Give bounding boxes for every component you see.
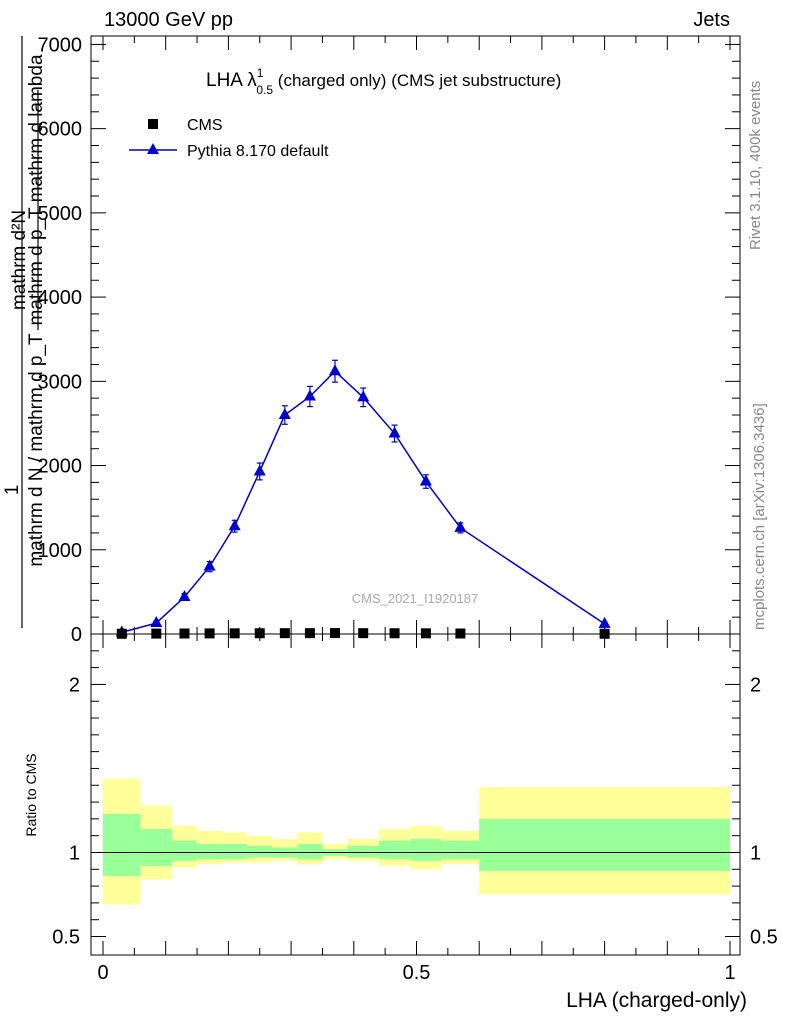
xtick-label: 0 [97,962,108,984]
ylabel-den-main: mathrm d N / mathrm d p_T [26,333,47,567]
mc-point [150,616,163,628]
mc-point [178,589,191,601]
ratio-ytick-label-right: 1 [750,842,761,864]
main-ytick-label: 6000 [38,119,83,141]
ratio-band-inner [247,845,273,858]
cms-point [599,628,610,639]
ratio-band-inner [378,840,411,860]
ratio-band-inner [347,845,379,858]
cms-point [304,628,315,639]
ylabel-one: 1 [2,485,23,496]
cms-point [204,628,215,639]
xlabel: LHA (charged-only) [566,989,747,1012]
ratio-band-inner [103,813,141,877]
main-ytick-label: 1000 [38,540,83,562]
ratio-ylabel: Ratio to CMS [23,753,39,836]
mc-line [121,370,606,634]
mc-point [203,559,216,571]
legend-cms-marker [148,119,158,129]
header-energy-label: 13000 GeV pp [104,9,233,31]
header-category-label: Jets [693,9,730,31]
cms-point [116,628,127,639]
plot-title-main: LHA λ [206,70,257,91]
main-series [115,359,611,639]
cms-point [151,628,162,639]
side-text-top: Rivet 3.1.10, 400k events [747,81,764,250]
main-ytick-label: 7000 [38,34,83,56]
plot-title-sub: 0.5 [256,83,273,97]
ratio-band-inner [479,818,730,871]
plot-title-sup: 1 [257,66,264,80]
ratio-ytick-label: 0.5 [52,927,80,949]
ratio-band-inner [140,828,172,866]
ratio-band-inner [297,844,323,860]
mc-point [253,464,266,476]
ratio-band-inner [197,844,223,860]
main-ytick-label: 0 [71,624,82,646]
cms-point [329,628,340,639]
mc-point [388,426,401,438]
main-ytick-label: 4000 [38,287,83,309]
legend-cms-label: CMS [187,117,223,134]
side-text-bottom: mcplots.cern.ch [arXiv:1306.3436] [751,403,768,630]
main-ytick-label: 5000 [38,203,83,225]
cms-point [358,628,369,639]
cms-point [420,628,431,639]
mc-point [228,519,241,531]
cms-point [279,628,290,639]
ylabel-num-outer: mathrm d²N [9,210,30,310]
ratio-band-inner [441,840,480,860]
main-ytick-label: 3000 [38,371,83,393]
cms-point [229,628,240,639]
ratio-ytick-label: 1 [69,842,80,864]
main-ylabel: mathrm d²N mathrm d p_T mathrm d lambda … [2,36,47,628]
analysis-watermark: CMS_2021_I1920187 [352,591,479,606]
mc-point [598,616,611,628]
mc-point [328,364,341,376]
ratio-panel-frame [90,633,741,956]
mc-point [454,520,467,532]
ratio-ytick-label: 2 [69,674,80,696]
cms-point [179,628,190,639]
legend-mc-marker [147,143,159,154]
cms-point [254,628,265,639]
ratio-ytick-label-right: 2 [750,674,761,696]
plot-title-rest: (charged only) (CMS jet substructure) [273,71,561,90]
ratio-band-inner [222,844,248,860]
mc-point [419,474,432,486]
ratio-band-inner [410,839,442,861]
xtick-label: 0.5 [403,962,431,984]
mc-point [278,408,291,420]
main-ytick-label: 2000 [38,456,83,478]
ratio-band-inner [171,840,198,861]
ratio-bands [91,778,740,905]
ylabel-den-outer: mathrm d p_T mathrm d lambda [26,54,47,325]
main-axis: 0 1000 2000 3000 4000 5000 6000 7000 [38,34,740,646]
ratio-ytick-label-right: 0.5 [750,927,778,949]
plot-title: LHA λ1 0.5 (charged only) (CMS jet substr… [206,66,561,97]
cms-point [455,628,466,639]
legend-mc-label: Pythia 8.170 default [187,143,329,160]
cms-point [389,628,400,639]
xtick-label: 1 [724,962,735,984]
mc-point [303,389,316,401]
mc-point [357,390,370,402]
